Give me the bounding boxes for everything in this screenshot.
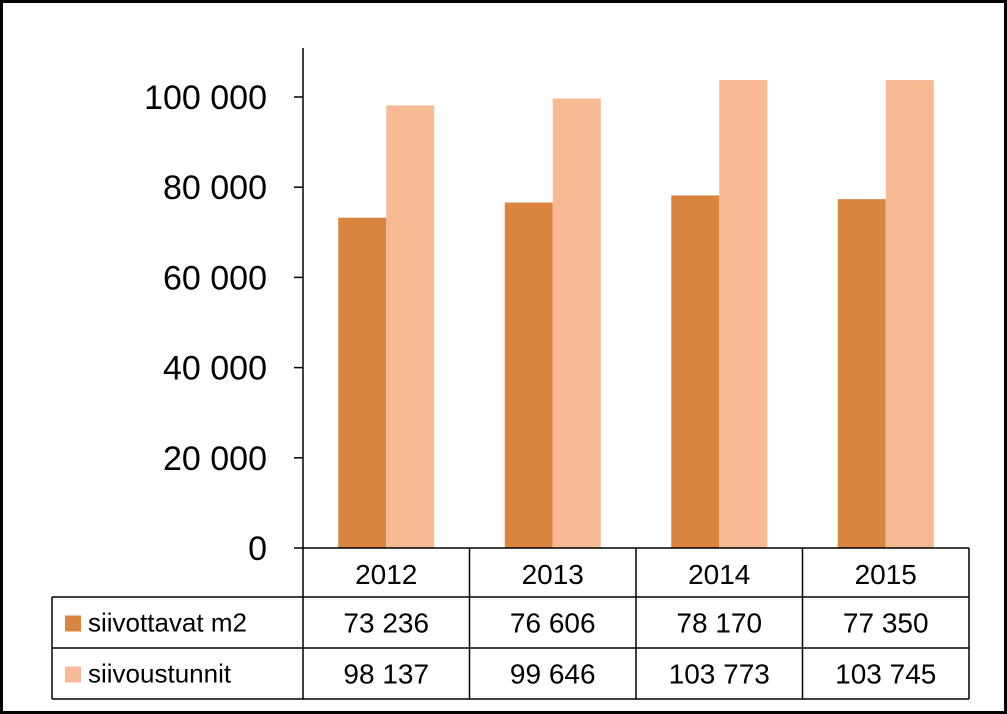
x-category-label: 2012 bbox=[355, 559, 417, 590]
bar-siivoustunnit-2013 bbox=[552, 98, 601, 548]
data-label: 73 236 bbox=[343, 608, 429, 639]
data-label: 78 170 bbox=[676, 608, 762, 639]
y-tick-label: 40 000 bbox=[163, 350, 267, 388]
bar-siivottavat-2015 bbox=[837, 199, 886, 549]
bar-siivoustunnit-2012 bbox=[386, 105, 435, 548]
data-label: 77 350 bbox=[843, 608, 929, 639]
legend-key-siivottavat bbox=[65, 615, 81, 632]
data-label: 103 745 bbox=[835, 659, 936, 690]
data-label: 76 606 bbox=[510, 608, 596, 639]
legend-label: siivottavat m2 bbox=[88, 608, 247, 638]
legend-key-siivoustunnit bbox=[65, 666, 81, 683]
y-tick-label: 100 000 bbox=[144, 79, 267, 117]
legend-label: siivoustunnit bbox=[88, 659, 232, 689]
x-category-label: 2015 bbox=[855, 559, 917, 590]
y-tick-label: 80 000 bbox=[163, 169, 267, 207]
x-category-label: 2013 bbox=[522, 559, 584, 590]
y-tick-label: 60 000 bbox=[163, 259, 267, 297]
data-label: 103 773 bbox=[669, 659, 770, 690]
data-label: 98 137 bbox=[343, 659, 429, 690]
y-tick-label: 0 bbox=[248, 530, 267, 568]
bar-siivoustunnit-2014 bbox=[719, 79, 768, 549]
bar-siivoustunnit-2015 bbox=[885, 80, 934, 548]
data-label: 99 646 bbox=[510, 659, 596, 690]
y-tick-label: 20 000 bbox=[163, 440, 267, 478]
bar-siivottavat-2012 bbox=[338, 217, 387, 549]
bar-siivottavat-2013 bbox=[504, 202, 553, 548]
x-category-label: 2014 bbox=[688, 559, 750, 590]
bar-siivottavat-2014 bbox=[671, 195, 720, 548]
